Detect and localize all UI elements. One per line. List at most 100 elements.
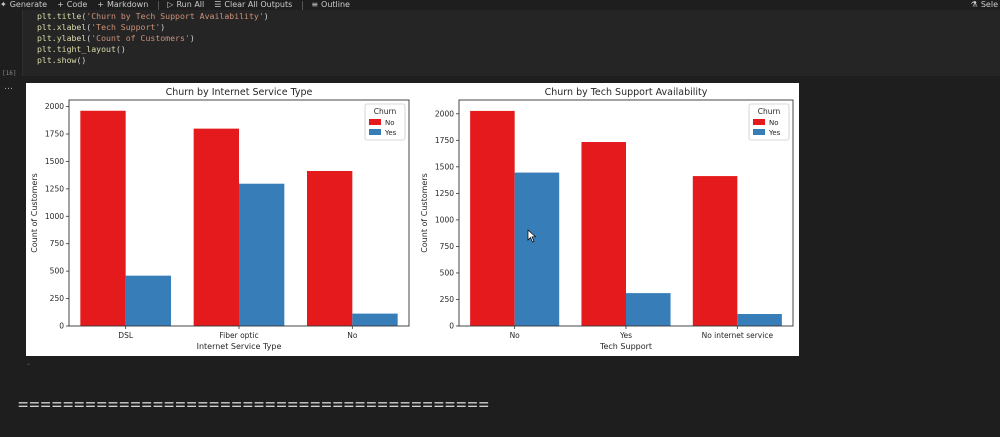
code-line: plt.tight_layout(): [37, 44, 126, 54]
toolbar-divider: [158, 0, 160, 10]
y-tick-label: 250: [440, 295, 455, 304]
code-fn: plt.title: [37, 11, 82, 21]
bar-yes-1: [514, 172, 560, 326]
legend-title: Churn: [374, 107, 397, 116]
code-line: plt.title('Churn by Tech Support Availab…: [37, 11, 269, 21]
bar-no-1: [470, 110, 515, 326]
bar-no-2: [581, 142, 626, 326]
chart-panel-2: Churn by Tech Support Availability No Yes N…: [420, 87, 794, 351]
outline-button[interactable]: ≡ Outline: [311, 0, 350, 10]
x-tick-label: No: [510, 331, 521, 340]
legend-label-no: No: [769, 119, 779, 127]
outline-icon: ≡: [311, 0, 319, 9]
plot-frame: [68, 99, 410, 327]
legend-label-yes: Yes: [768, 129, 781, 137]
code-label: Code: [66, 0, 88, 9]
code-fn: plt.tight_layout: [37, 44, 116, 54]
x-tick-label: No internet service: [702, 331, 774, 340]
y-tick-label: 250: [50, 294, 65, 303]
clear-all-outputs-button[interactable]: ☰ Clear All Outputs: [214, 0, 292, 10]
select-kernel-button[interactable]: ⚗ Sele: [971, 0, 998, 10]
clear-outputs-label: Clear All Outputs: [224, 0, 293, 9]
y-tick-label: 1750: [435, 136, 454, 145]
plus-icon: +: [97, 0, 104, 9]
plus-icon: +: [57, 0, 64, 9]
add-markdown-button[interactable]: + Markdown: [97, 0, 148, 10]
legend-title: Churn: [758, 107, 781, 116]
code-arg: 'Tech Support': [91, 22, 161, 32]
code-fn: plt.ylabel: [37, 33, 87, 43]
generate-button[interactable]: ✦ Generate: [0, 0, 47, 10]
add-code-button[interactable]: + Code: [57, 0, 87, 10]
legend-swatch-no: [369, 119, 381, 125]
x-axis-label: Tech Support: [599, 342, 652, 351]
code-fn: plt.xlabel: [37, 22, 87, 32]
y-tick-label: 2000: [45, 102, 64, 111]
y-axis-label: Count of Customers: [30, 173, 39, 253]
kernel-icon: ⚗: [970, 0, 978, 9]
output-resize-handle[interactable]: ⌄: [26, 360, 32, 367]
x-tick-label: Yes: [619, 331, 632, 340]
run-all-icon: ▷: [167, 0, 174, 9]
legend-swatch-yes: [369, 129, 381, 135]
output-figure: Churn by Internet Service Type DSL Fiber o…: [26, 83, 799, 356]
generate-label: Generate: [9, 0, 48, 9]
run-all-button[interactable]: ▷ Run All: [167, 0, 204, 10]
y-tick-label: 1250: [45, 184, 64, 193]
chart-title: Churn by Tech Support Availability: [545, 87, 708, 98]
mouse-cursor-icon: [527, 229, 537, 243]
code-arg: 'Count of Customers': [91, 33, 190, 43]
bar-no-1: [80, 110, 126, 326]
x-tick-label: No: [347, 331, 358, 340]
y-tick-label: 1000: [45, 212, 64, 221]
code-line: plt.xlabel('Tech Support'): [37, 22, 166, 32]
y-tick-label: 500: [50, 267, 65, 276]
y-tick-label: 1750: [45, 130, 64, 139]
toolbar-divider: [302, 0, 304, 10]
notebook-toolbar: ✦ Generate + Code + Markdown ▷ Run All ☰…: [0, 0, 1000, 10]
sparkle-icon: ✦: [0, 0, 7, 9]
legend-label-no: No: [385, 119, 395, 127]
code-fn: plt.show: [37, 55, 77, 65]
y-tick-label: 500: [440, 268, 455, 277]
separator-output-text: ========================================…: [18, 395, 490, 415]
y-tick-label: 0: [449, 322, 454, 331]
y-tick-label: 1000: [435, 215, 454, 224]
code-line: plt.ylabel('Count of Customers'): [37, 33, 195, 43]
x-axis-label: Internet Service Type: [197, 342, 282, 351]
legend-label-yes: Yes: [384, 129, 397, 137]
code-line: plt.show(): [37, 55, 87, 65]
chart-title: Churn by Internet Service Type: [166, 87, 313, 98]
select-label: Sele: [980, 0, 998, 9]
bar-no-2: [193, 128, 239, 326]
chart-panel-1: Churn by Internet Service Type DSL Fiber o…: [30, 87, 410, 351]
code-arg: 'Churn by Tech Support Availability': [86, 11, 264, 21]
plot-frame: [458, 99, 794, 327]
bar-yes-1: [125, 275, 171, 326]
y-tick-label: 2000: [435, 109, 454, 118]
y-axis-label: Count of Customers: [420, 173, 429, 253]
y-tick-label: 750: [440, 242, 455, 251]
outline-label: Outline: [321, 0, 350, 9]
bar-yes-3: [352, 313, 398, 326]
code-cell[interactable]: plt.title('Churn by Tech Support Availab…: [22, 10, 1000, 76]
bar-yes-3: [737, 314, 782, 326]
y-tick-label: 1500: [435, 162, 454, 171]
legend-swatch-no: [753, 119, 765, 125]
bar-yes-2: [239, 183, 285, 326]
bar-no-3: [692, 176, 738, 326]
clear-icon: ☰: [214, 0, 222, 9]
x-tick-label: Fiber optic: [219, 331, 258, 340]
markdown-label: Markdown: [106, 0, 149, 9]
y-tick-label: 750: [50, 239, 65, 248]
execution-count: [16]: [2, 70, 17, 77]
y-tick-label: 1250: [435, 189, 454, 198]
bar-yes-2: [626, 293, 671, 326]
legend-swatch-yes: [753, 129, 765, 135]
run-all-label: Run All: [176, 0, 205, 9]
output-menu-icon[interactable]: …: [4, 82, 13, 92]
x-tick-label: DSL: [118, 331, 134, 340]
figure-svg: Churn by Internet Service Type DSL Fiber o…: [30, 87, 794, 351]
bar-no-3: [307, 170, 353, 326]
y-tick-label: 0: [59, 322, 64, 331]
